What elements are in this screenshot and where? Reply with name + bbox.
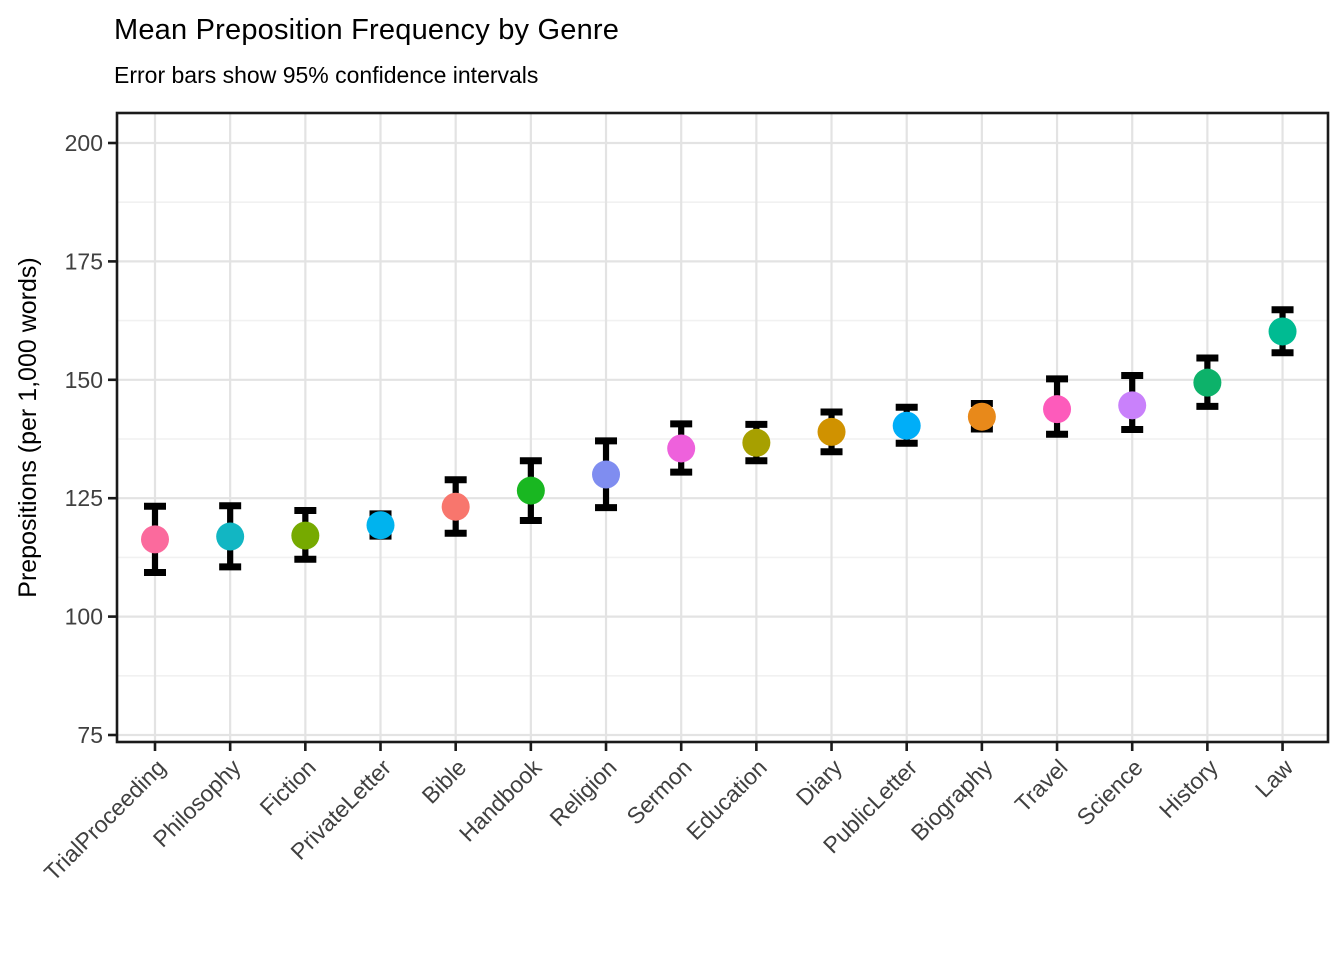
chart-subtitle: Error bars show 95% confidence intervals	[114, 62, 539, 88]
x-tick-label: Diary	[791, 754, 848, 811]
x-tick-label: Education	[681, 754, 772, 845]
data-point-Travel	[1043, 395, 1072, 424]
x-tick-label: TrialProceeding	[39, 754, 171, 886]
data-point-PublicLetter	[892, 411, 921, 440]
data-point-PrivateLetter	[366, 511, 395, 540]
x-tick-label: Biography	[906, 754, 998, 846]
y-tick-label: 75	[77, 722, 103, 748]
x-tick-label: Fiction	[255, 754, 321, 820]
data-point-Biography	[967, 402, 996, 431]
plot-panel	[117, 113, 1328, 742]
panel-border	[115, 111, 1330, 744]
data-point-Science	[1118, 391, 1147, 420]
y-tick-label: 150	[65, 367, 103, 393]
data-point-History	[1193, 368, 1222, 397]
x-tick-label: Sermon	[621, 754, 696, 829]
x-tick-label: History	[1154, 754, 1223, 823]
data-point-Philosophy	[216, 522, 245, 551]
x-tick-label: Travel	[1010, 754, 1073, 817]
y-axis-title: Prepositions (per 1,000 words)	[14, 257, 42, 597]
data-point-Sermon	[667, 434, 696, 463]
x-tick-label: Religion	[544, 754, 621, 831]
x-tick-label: Science	[1071, 754, 1147, 830]
y-tick-label: 200	[65, 130, 103, 156]
y-tick-label: 100	[65, 604, 103, 630]
x-tick-label: Law	[1250, 754, 1298, 802]
data-point-Education	[742, 428, 771, 457]
data-point-Handbook	[516, 476, 545, 505]
data-point-Fiction	[291, 521, 320, 550]
y-tick-label: 175	[65, 248, 103, 274]
data-point-Law	[1268, 317, 1297, 346]
data-point-Religion	[592, 460, 621, 489]
chart-title: Mean Preposition Frequency by Genre	[114, 14, 620, 46]
data-point-Diary	[817, 417, 846, 446]
x-tick-label: Bible	[417, 754, 472, 809]
y-tick-label: 125	[65, 485, 103, 511]
x-tick-label: Handbook	[454, 754, 547, 847]
data-point-Bible	[441, 492, 470, 521]
data-point-TrialProceeding	[141, 525, 169, 554]
